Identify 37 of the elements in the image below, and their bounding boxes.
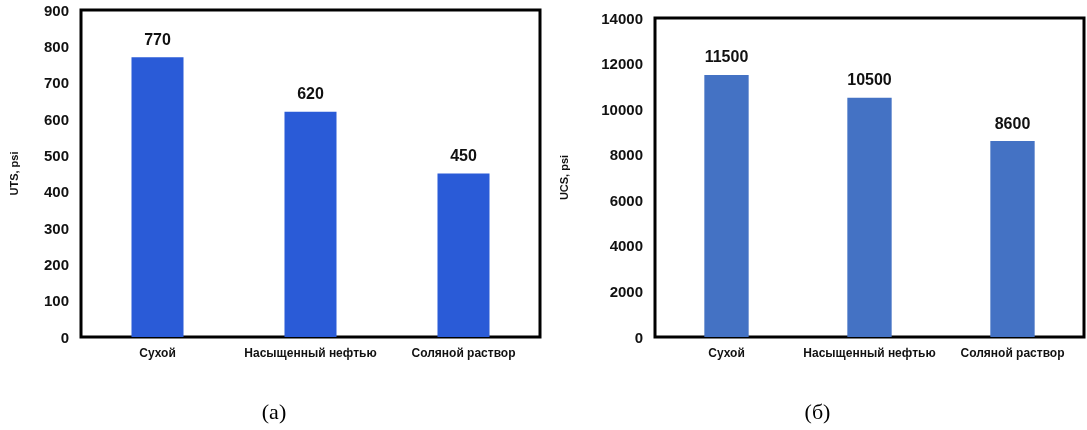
text: (а) — [261, 398, 287, 424]
y-tick-label: 10000 — [601, 100, 643, 118]
y-tick-label: 14000 — [601, 9, 643, 27]
y-axis-title: UCS, psi — [557, 154, 570, 201]
y-tick-label: 700 — [43, 74, 69, 92]
bar — [284, 111, 337, 337]
data-label: 11500 — [704, 48, 749, 66]
data-label: 8600 — [994, 114, 1031, 132]
y-tick-label: 600 — [43, 110, 69, 128]
x-tick-label: Насыщенный нефтью — [803, 346, 936, 360]
x-tick-label: Соляной раствор — [411, 346, 516, 360]
y-tick-label: 0 — [60, 328, 69, 346]
bar — [131, 57, 184, 337]
text: (б) — [804, 398, 831, 424]
data-label: 620 — [297, 85, 324, 103]
y-tick-label: 6000 — [609, 191, 643, 209]
x-tick-label: Соляной раствор — [960, 346, 1065, 360]
y-tick-label: 800 — [43, 37, 69, 55]
y-tick-label: 100 — [43, 292, 69, 310]
y-tick-label: 12000 — [601, 55, 643, 73]
data-label: 450 — [450, 147, 477, 164]
y-tick-label: 0 — [634, 328, 643, 346]
y-tick-label: 2000 — [609, 282, 643, 300]
y-axis-title: UTS, psi — [7, 151, 20, 196]
y-tick-label: 8000 — [609, 146, 643, 164]
y-tick-label: 400 — [43, 183, 69, 201]
y-tick-label: 4000 — [609, 237, 643, 255]
y-tick-label: 300 — [43, 219, 69, 237]
y-tick-label: 200 — [43, 255, 69, 273]
bar — [437, 173, 490, 337]
x-tick-label: Сухой — [708, 346, 745, 360]
y-tick-label: 500 — [43, 146, 69, 164]
x-tick-label: Сухой — [139, 346, 176, 360]
x-tick-label: Насыщенный нефтью — [244, 346, 377, 360]
y-tick-label: 900 — [43, 1, 69, 19]
data-label: 770 — [144, 30, 171, 48]
data-label: 10500 — [847, 71, 892, 89]
